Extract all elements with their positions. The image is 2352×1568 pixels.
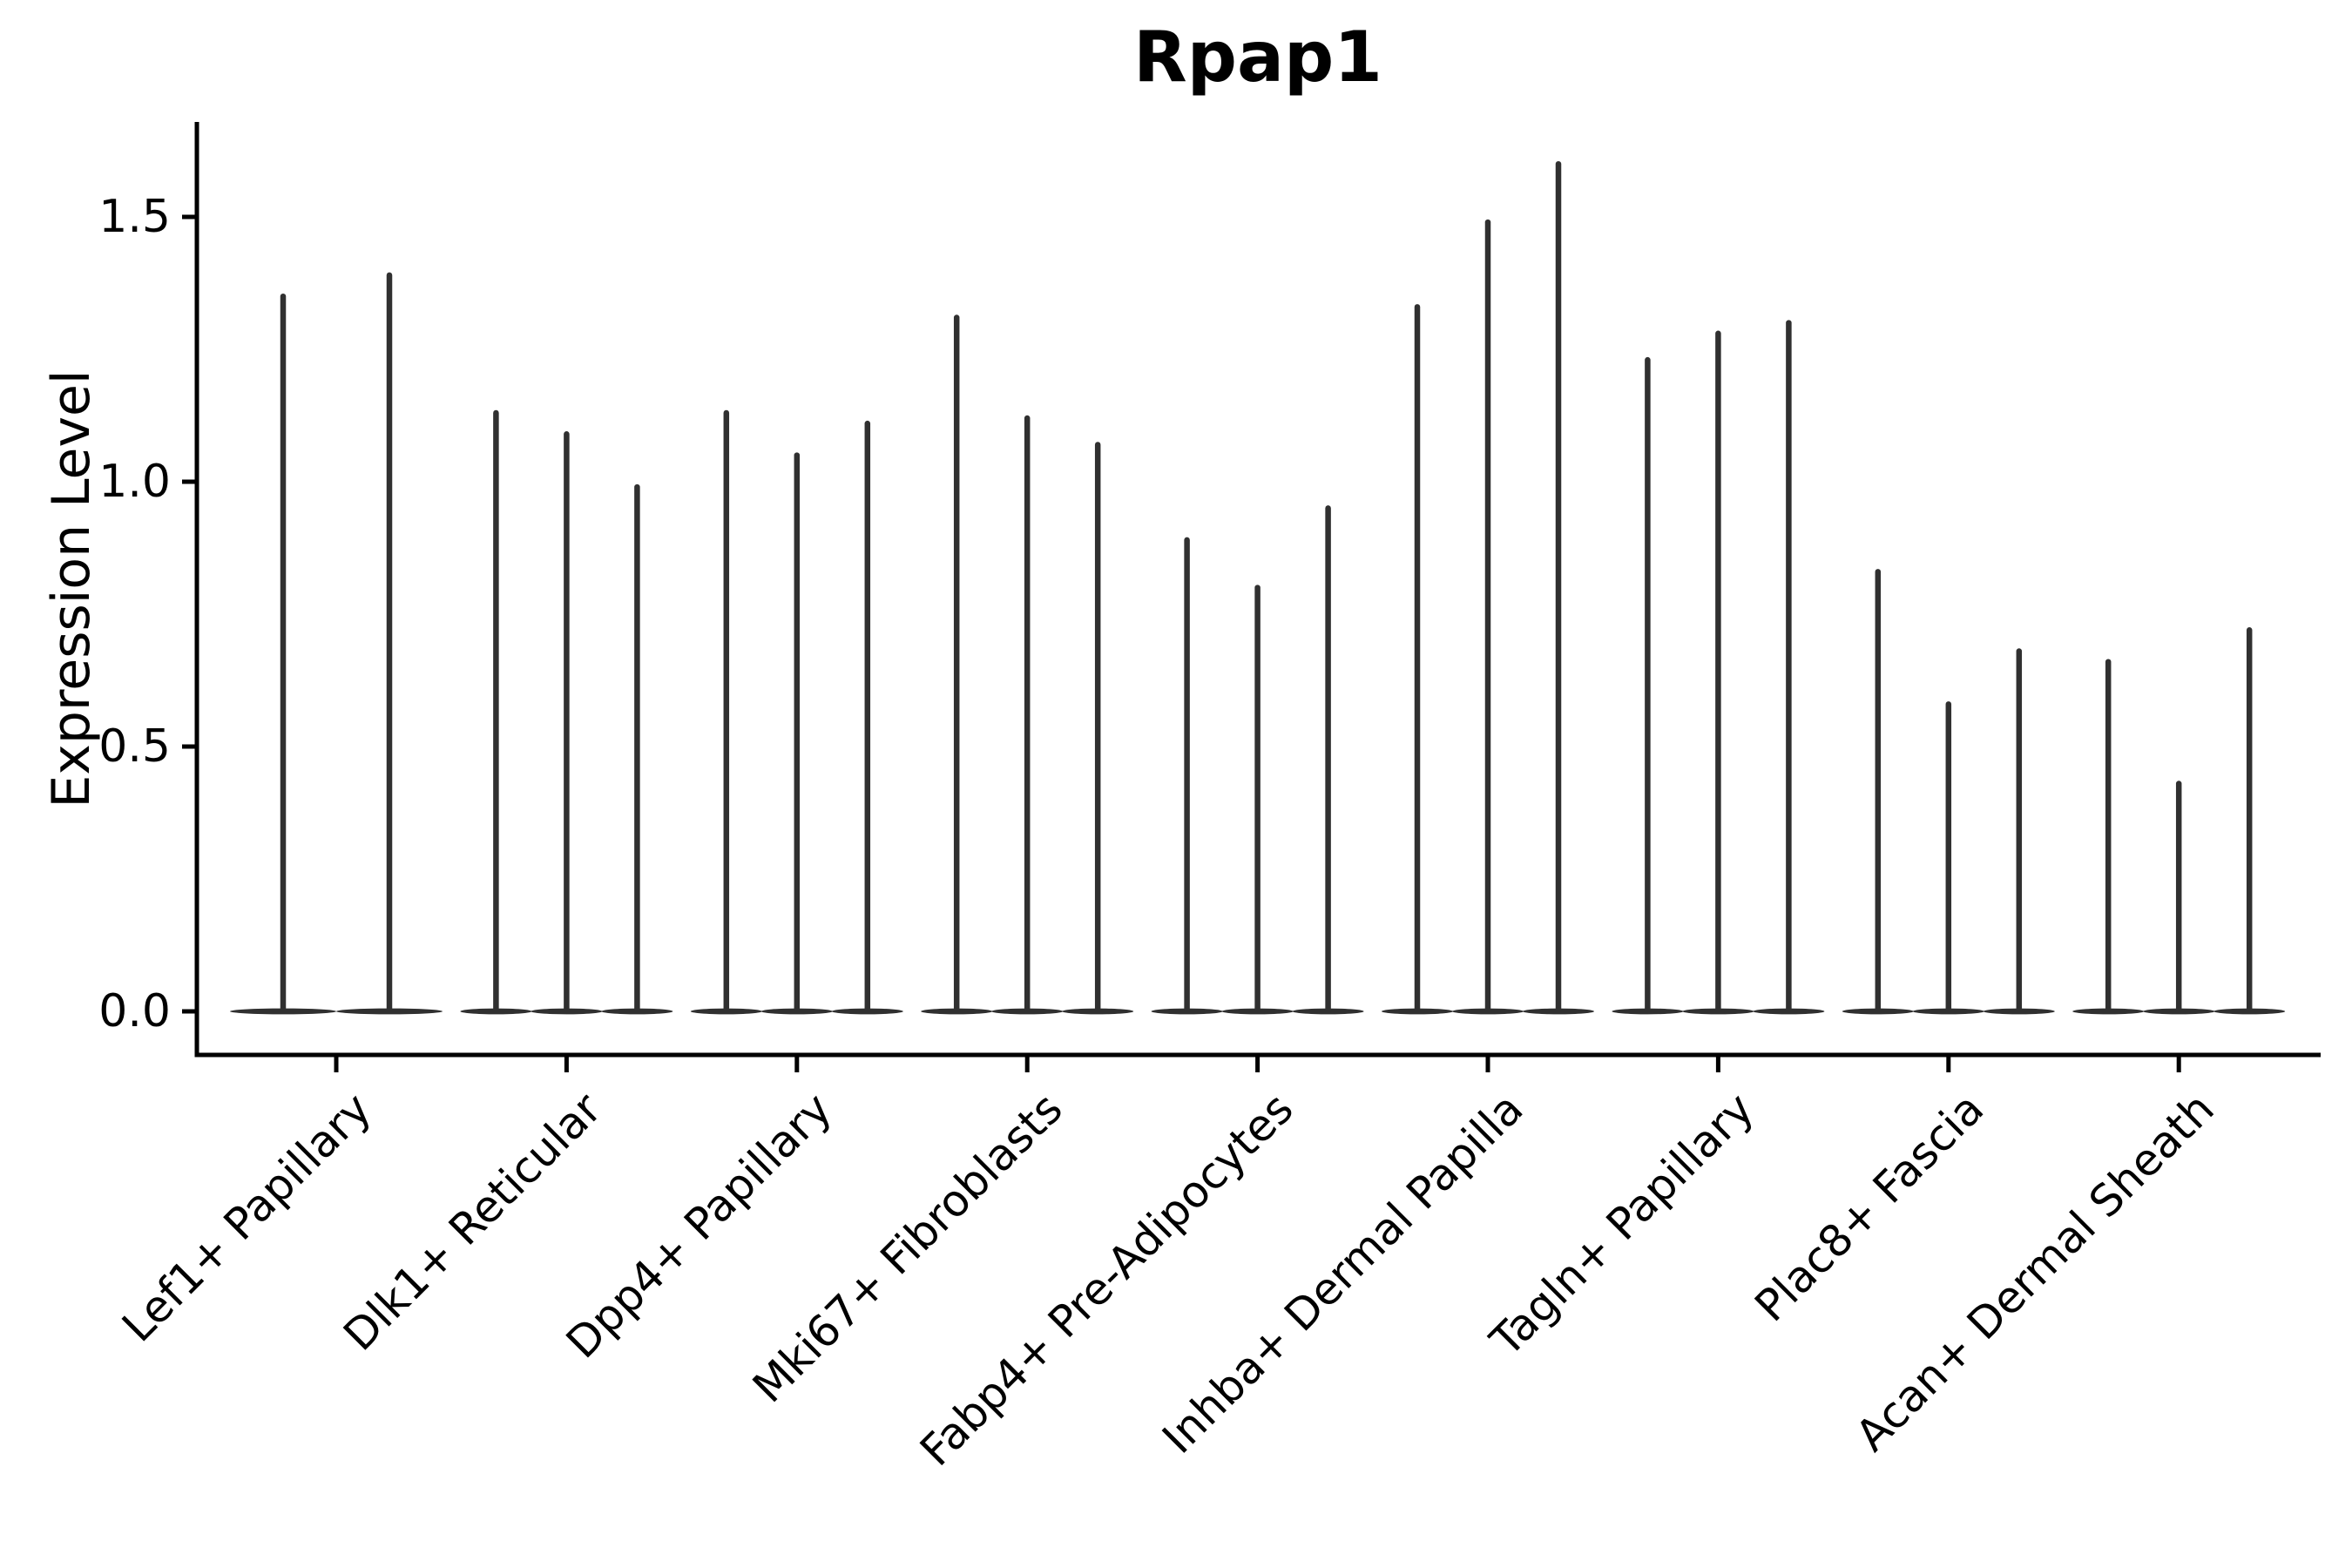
chart-title: Rpap1: [1133, 17, 1382, 98]
y-tick-label-0: 0.0: [98, 985, 171, 1037]
y-tick-label-1: 0.5: [98, 720, 171, 773]
y-tick-label-2: 1.0: [98, 456, 171, 508]
y-tick-label-3: 1.5: [98, 191, 171, 243]
